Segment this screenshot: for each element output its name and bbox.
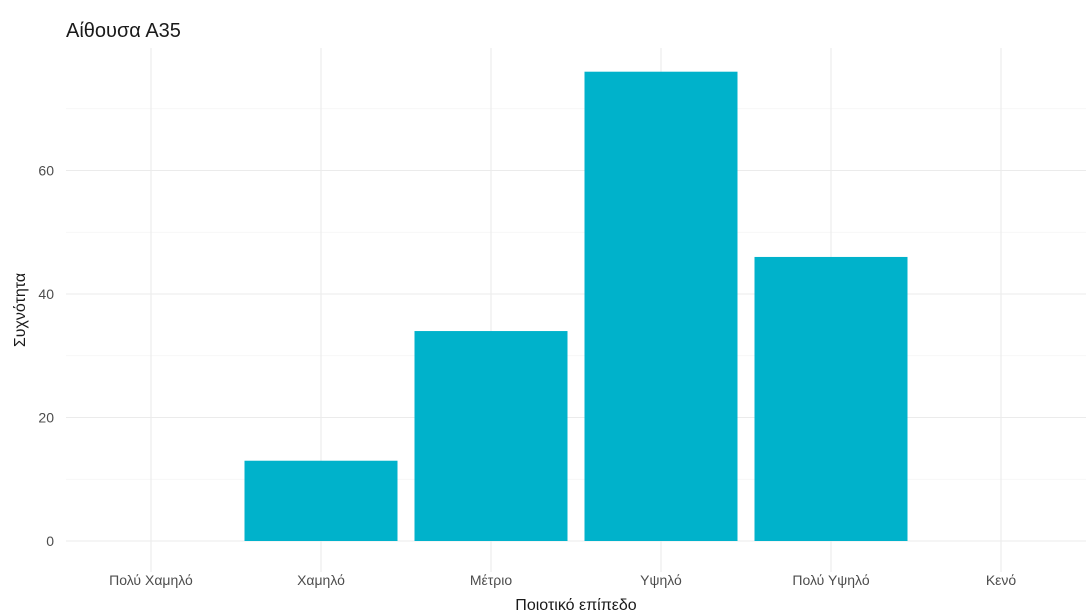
bars — [244, 71, 908, 541]
x-tick-label: Χαμηλό — [297, 572, 345, 588]
y-tick-label: 60 — [38, 163, 54, 179]
x-tick-label: Πολύ Χαμηλό — [109, 572, 193, 588]
x-tick-label: Υψηλό — [640, 572, 682, 588]
bar-4 — [584, 71, 738, 541]
y-axis-title: Συχνότητα — [12, 273, 29, 347]
x-tick-label: Μέτριο — [470, 572, 513, 588]
chart-title: Αίθουσα Α35 — [66, 20, 181, 42]
x-axis-title: Ποιοτικό επίπεδο — [515, 597, 637, 614]
bar-3 — [414, 331, 568, 541]
bar-5 — [754, 256, 908, 541]
y-tick-label: 20 — [38, 410, 54, 426]
y-axis-ticks: 0 20 40 60 — [38, 163, 54, 550]
x-tick-label: Κενό — [986, 572, 1017, 588]
x-axis-ticks: Πολύ Χαμηλό Χαμηλό Μέτριο Υψηλό Πολύ Υψηλό Κε… — [109, 572, 1016, 588]
y-tick-label: 0 — [46, 533, 54, 549]
x-tick-label: Πολύ Υψηλό — [792, 572, 869, 588]
grid — [66, 48, 1086, 572]
bar-2 — [244, 460, 398, 541]
y-tick-label: 40 — [38, 286, 54, 302]
